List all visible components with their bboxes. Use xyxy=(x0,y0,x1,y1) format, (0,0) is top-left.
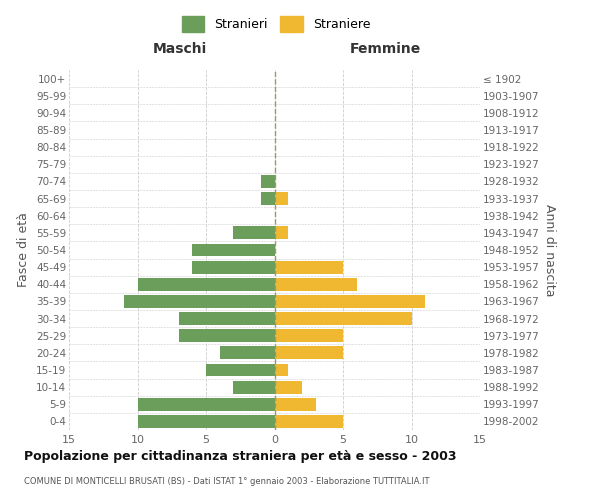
Bar xyxy=(275,192,288,205)
Y-axis label: Anni di nascita: Anni di nascita xyxy=(543,204,556,296)
Legend: Stranieri, Straniere: Stranieri, Straniere xyxy=(177,11,375,36)
Bar xyxy=(275,330,343,342)
Bar xyxy=(137,415,275,428)
Bar xyxy=(220,346,275,360)
Bar xyxy=(179,330,275,342)
Bar xyxy=(261,175,275,188)
Bar xyxy=(193,244,275,256)
Bar xyxy=(275,398,316,410)
Text: Femmine: Femmine xyxy=(350,42,421,56)
Y-axis label: Fasce di età: Fasce di età xyxy=(17,212,31,288)
Bar xyxy=(275,312,412,325)
Text: COMUNE DI MONTICELLI BRUSATI (BS) - Dati ISTAT 1° gennaio 2003 - Elaborazione TU: COMUNE DI MONTICELLI BRUSATI (BS) - Dati… xyxy=(24,478,430,486)
Bar xyxy=(275,364,288,376)
Bar xyxy=(137,398,275,410)
Bar xyxy=(275,278,356,290)
Bar xyxy=(233,380,275,394)
Bar xyxy=(275,380,302,394)
Text: Popolazione per cittadinanza straniera per età e sesso - 2003: Popolazione per cittadinanza straniera p… xyxy=(24,450,457,463)
Bar xyxy=(275,415,343,428)
Bar xyxy=(275,295,425,308)
Bar xyxy=(275,260,343,274)
Bar xyxy=(124,295,275,308)
Bar xyxy=(193,260,275,274)
Bar xyxy=(179,312,275,325)
Bar xyxy=(275,226,288,239)
Text: Maschi: Maschi xyxy=(153,42,207,56)
Bar xyxy=(275,346,343,360)
Bar xyxy=(261,192,275,205)
Bar xyxy=(206,364,275,376)
Bar xyxy=(233,226,275,239)
Bar xyxy=(137,278,275,290)
